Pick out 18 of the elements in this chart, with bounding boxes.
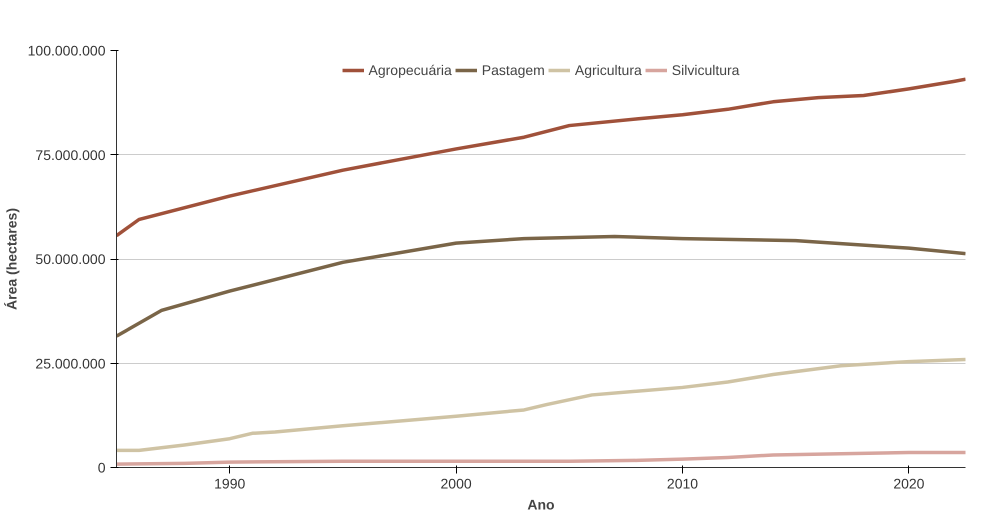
y-tick-label: 25.000.000 (35, 355, 106, 372)
x-tick-label: 2010 (666, 476, 698, 492)
line-series (116, 358, 966, 452)
legend-label: Silvicultura (672, 62, 740, 78)
line-series (116, 234, 966, 338)
y-axis-title: Área (hectares) (4, 208, 20, 310)
y-tick-label: 100.000.000 (28, 42, 106, 58)
x-tick-label: 2000 (440, 476, 472, 492)
legend-label: Agricultura (574, 62, 642, 78)
x-axis-title: Ano (527, 496, 555, 512)
line-series (116, 78, 966, 238)
y-tick-label: 50.000.000 (35, 251, 106, 267)
legend-label: Pastagem (482, 62, 545, 78)
y-tick-label: 75.000.000 (35, 146, 106, 163)
x-tick-label: 1990 (214, 476, 246, 492)
y-tick-label: 0 (98, 460, 106, 476)
x-tick-label: 2020 (893, 476, 925, 492)
legend-label: Agropecuária (368, 62, 452, 78)
